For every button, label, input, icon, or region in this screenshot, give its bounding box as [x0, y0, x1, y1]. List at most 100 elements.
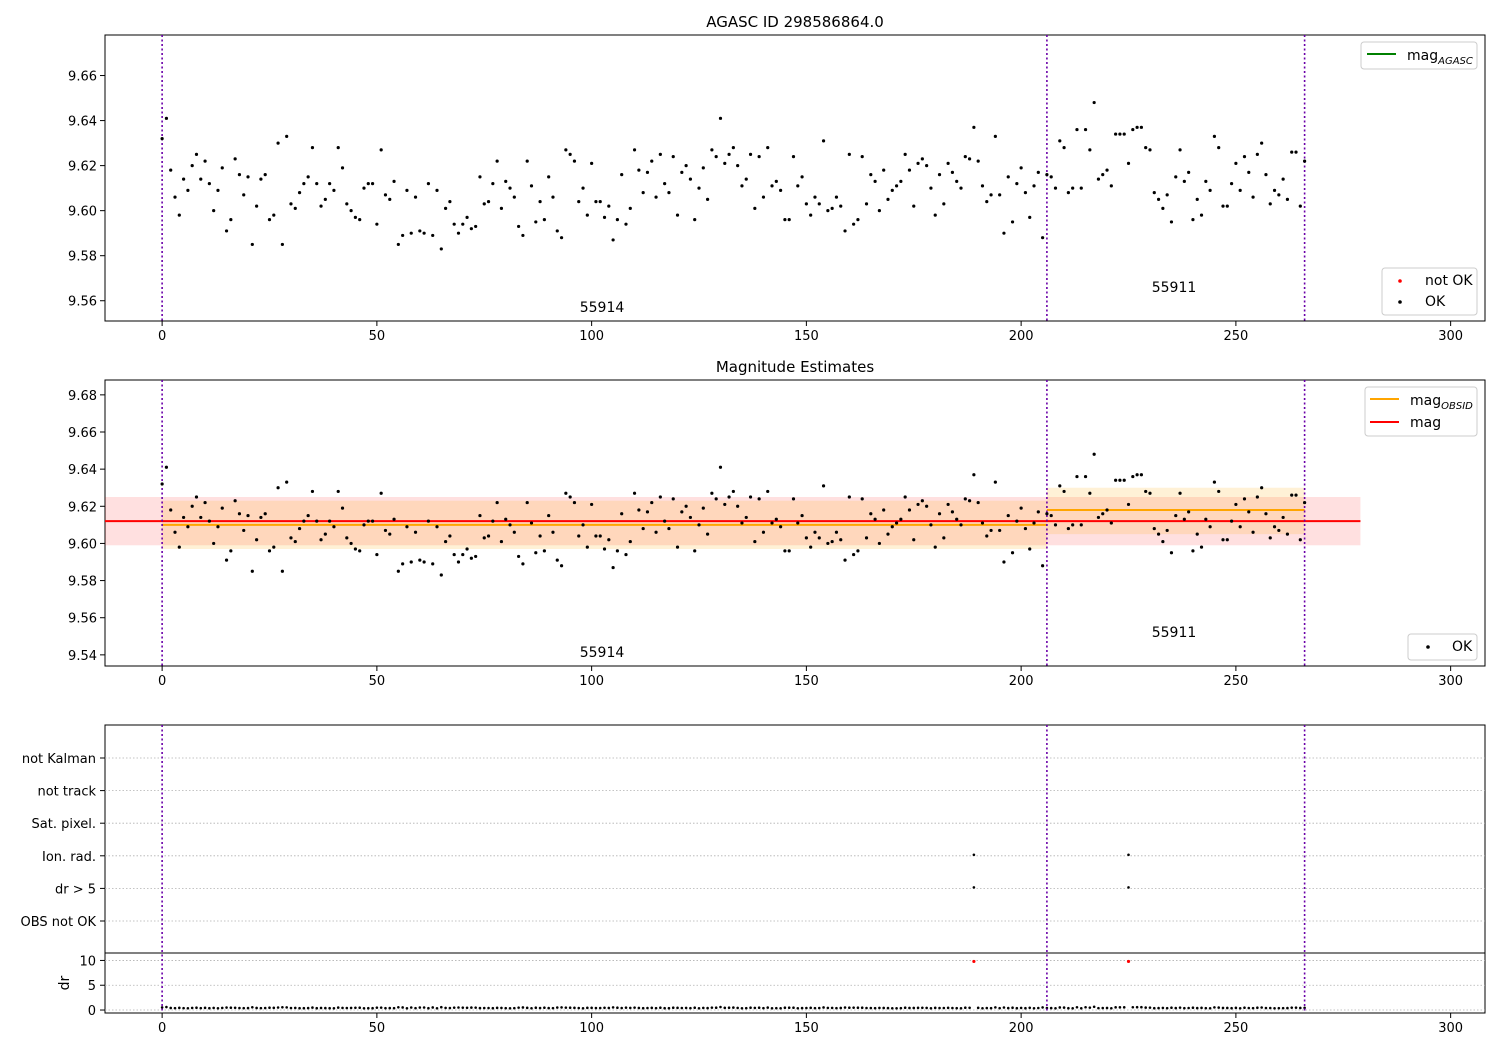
- data-point: [474, 224, 478, 229]
- data-point: [787, 549, 791, 553]
- data-point: [495, 159, 499, 163]
- dr-point: [616, 1006, 619, 1010]
- data-point: [1028, 547, 1032, 551]
- data-point: [1217, 145, 1221, 150]
- data-point: [409, 231, 413, 235]
- data-point: [1217, 489, 1221, 494]
- data-point: [809, 545, 813, 549]
- data-point: [469, 556, 473, 560]
- dr-point: [890, 1006, 894, 1010]
- data-point: [740, 521, 744, 525]
- dr-point: [1183, 1006, 1186, 1010]
- data-point: [882, 508, 886, 512]
- data-point: [1212, 480, 1217, 484]
- data-point: [804, 202, 808, 206]
- data-point: [723, 161, 727, 165]
- data-point: [675, 213, 680, 217]
- data-point: [1161, 539, 1165, 544]
- data-point: [925, 504, 929, 508]
- data-point: [383, 193, 388, 197]
- data-point: [834, 195, 839, 199]
- dr-point: [289, 1006, 293, 1010]
- data-point: [916, 502, 920, 507]
- dr-point: [1101, 1006, 1105, 1010]
- data-point: [461, 552, 465, 557]
- data-point: [800, 175, 804, 179]
- data-point: [392, 179, 396, 183]
- dr-point: [208, 1006, 211, 1010]
- dr-point: [547, 1006, 550, 1010]
- data-point: [1066, 526, 1070, 531]
- data-point: [328, 519, 332, 523]
- data-point: [465, 547, 469, 551]
- dr-point: [1195, 1006, 1199, 1010]
- dr-point: [173, 1006, 177, 1010]
- dr-point: [354, 1006, 357, 1010]
- dr-point: [478, 1006, 482, 1010]
- legend-mag-obsid-subscript: OBSID: [1441, 401, 1473, 412]
- data-point: [809, 213, 813, 217]
- dr-point: [976, 1006, 980, 1010]
- dr-point: [766, 1006, 770, 1009]
- data-point: [207, 182, 211, 186]
- data-point: [628, 539, 632, 544]
- data-point: [869, 173, 873, 177]
- dr-point: [1243, 1006, 1246, 1010]
- dr-point: [1131, 1005, 1135, 1009]
- data-point: [585, 545, 589, 549]
- dr-point: [633, 1006, 636, 1009]
- dr-axis-label: dr: [57, 975, 73, 990]
- data-point: [181, 515, 186, 520]
- data-point: [766, 489, 770, 494]
- data-point: [263, 173, 267, 177]
- data-point: [1092, 100, 1096, 105]
- data-point: [1075, 127, 1079, 132]
- dr-point: [860, 1006, 864, 1010]
- data-point: [177, 545, 181, 549]
- data-point: [624, 222, 628, 226]
- x-tick-label: 250: [1223, 1021, 1248, 1036]
- data-point: [581, 186, 585, 190]
- dr-point: [324, 1006, 327, 1010]
- data-point: [413, 195, 418, 199]
- dr-point: [908, 1006, 911, 1010]
- data-point: [259, 515, 263, 520]
- dr-outlier-point: [1126, 959, 1131, 964]
- data-point: [323, 197, 327, 201]
- data-point: [435, 188, 439, 192]
- data-point: [611, 565, 615, 570]
- dr-point: [899, 1006, 903, 1010]
- data-point: [392, 517, 396, 521]
- dr-point: [641, 1006, 645, 1010]
- dr-point: [1006, 1006, 1010, 1010]
- data-point: [684, 504, 688, 508]
- data-point: [529, 521, 534, 525]
- data-point: [328, 182, 332, 186]
- dr-point: [676, 1006, 679, 1010]
- data-point: [620, 173, 624, 177]
- dr-point: [366, 1006, 370, 1010]
- dr-tick-label: 10: [79, 954, 96, 969]
- dr-point: [504, 1006, 508, 1010]
- data-point: [1032, 521, 1036, 525]
- data-point: [654, 530, 658, 534]
- data-point: [1221, 538, 1225, 542]
- dr-point: [852, 1006, 855, 1009]
- panel-2-data-points: [160, 452, 1307, 577]
- data-point: [233, 499, 237, 503]
- data-point: [907, 168, 912, 172]
- data-point: [963, 497, 967, 501]
- data-point: [272, 213, 276, 217]
- data-point: [1019, 506, 1023, 510]
- data-point: [1268, 536, 1272, 540]
- data-point: [748, 152, 753, 156]
- dr-point: [813, 1006, 817, 1010]
- x-tick-label: 0: [158, 1021, 166, 1036]
- data-point: [478, 513, 482, 518]
- data-point: [1096, 515, 1101, 520]
- dr-point: [1084, 1005, 1087, 1009]
- dr-point: [225, 1006, 228, 1009]
- dr-point: [1208, 1006, 1212, 1010]
- data-point: [869, 512, 873, 516]
- dr-point: [1225, 1006, 1229, 1010]
